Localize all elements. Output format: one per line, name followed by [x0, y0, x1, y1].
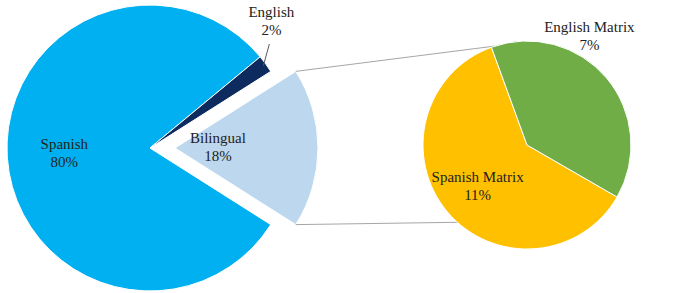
slice-label: Bilingual — [190, 130, 246, 146]
connector-line — [296, 222, 458, 224]
slice-label: English — [248, 4, 294, 20]
chart: Spanish 80% English 2% Bilingual 18% Spanish M… — [0, 0, 685, 293]
pie-slice — [7, 5, 271, 291]
slice-label: Spanish Matrix — [432, 169, 525, 185]
slice-value-label: 2% — [261, 22, 281, 38]
slice-label: Spanish — [41, 136, 89, 152]
slice-value-label: 11% — [464, 187, 491, 203]
main-pie — [7, 5, 318, 291]
slice-label: English Matrix — [544, 19, 635, 35]
slice-value-label: 18% — [204, 148, 232, 164]
leader-line — [263, 44, 269, 66]
sub-pie — [423, 41, 631, 249]
pie-slice — [175, 71, 318, 224]
slice-value-label: 80% — [51, 154, 79, 170]
slice-value-label: 7% — [579, 37, 599, 53]
